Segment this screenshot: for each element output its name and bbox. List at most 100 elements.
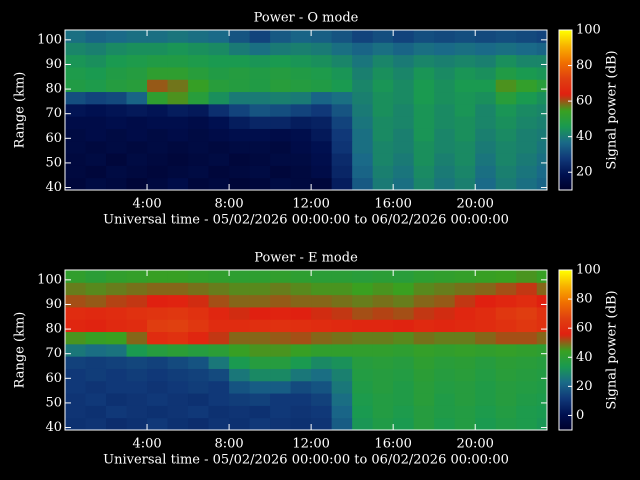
heatmap-cell xyxy=(516,405,538,419)
heatmap-cell xyxy=(208,79,230,93)
heatmap-cell xyxy=(413,165,435,179)
heatmap-cell xyxy=(126,42,148,56)
heatmap-cell xyxy=(167,368,189,382)
heatmap-cell xyxy=(126,66,148,80)
heatmap-cell xyxy=(106,140,128,154)
colorbar-segment xyxy=(559,286,572,289)
colorbar-segment xyxy=(559,122,572,125)
heatmap-cell xyxy=(393,140,415,154)
heatmap-cell xyxy=(147,405,169,419)
heatmap-cell xyxy=(331,331,353,345)
colorbar-segment xyxy=(559,80,572,83)
heatmap-cell xyxy=(516,153,538,166)
colorbar-segment xyxy=(559,388,572,391)
heatmap-cell xyxy=(331,368,353,382)
y-tick-label: 100 xyxy=(37,32,62,47)
heatmap-cell xyxy=(311,294,333,308)
heatmap-cell xyxy=(413,393,435,406)
heatmap-cell xyxy=(85,393,107,406)
colorbar-segment xyxy=(559,62,572,65)
heatmap-cell xyxy=(167,116,189,129)
heatmap-cell xyxy=(147,294,169,308)
colorbar-segment xyxy=(559,172,572,175)
heatmap-cell xyxy=(208,306,230,320)
colorbar-segment xyxy=(559,416,572,419)
heatmap-cell xyxy=(475,417,497,431)
heatmap-cell xyxy=(331,42,353,56)
colorbar-segment xyxy=(559,96,572,99)
colorbar-segment xyxy=(559,110,572,113)
heatmap-cell xyxy=(393,103,415,117)
heatmap-cell xyxy=(167,79,189,93)
heatmap-cell xyxy=(249,54,271,68)
heatmap-cell xyxy=(331,393,353,406)
heatmap-cell xyxy=(85,165,107,179)
heatmap-cell xyxy=(454,294,476,308)
heatmap-cell xyxy=(352,140,374,154)
heatmap-cell xyxy=(106,368,128,382)
heatmap-cell xyxy=(352,417,374,431)
heatmap-cell xyxy=(495,380,517,394)
heatmap-cell xyxy=(434,177,456,191)
colorbar-segment xyxy=(559,56,572,59)
heatmap-cell xyxy=(454,319,476,333)
colorbar-segment xyxy=(559,316,572,319)
heatmap-cell xyxy=(352,356,374,369)
colorbar-segment xyxy=(559,384,572,387)
heatmap-cell xyxy=(536,30,548,43)
heatmap-cell xyxy=(516,177,538,191)
heatmap-cell xyxy=(65,128,87,142)
heatmap-cell xyxy=(208,393,230,406)
colorbar-tick-label: 60 xyxy=(576,94,593,109)
heatmap-cell xyxy=(475,306,497,320)
heatmap-cell xyxy=(454,393,476,406)
heatmap-cell xyxy=(495,153,517,166)
heatmap-cell xyxy=(516,331,538,345)
heatmap-cell xyxy=(413,42,435,56)
heatmap-cell xyxy=(475,282,497,296)
heatmap-cell xyxy=(167,282,189,296)
heatmap-cell xyxy=(454,417,476,431)
heatmap-cell xyxy=(65,331,87,345)
heatmap-cell xyxy=(454,128,476,142)
heatmap-cell xyxy=(413,66,435,80)
heatmap-cell xyxy=(147,54,169,68)
heatmap-cell xyxy=(311,417,333,431)
heatmap-cell xyxy=(126,393,148,406)
heatmap-cell xyxy=(249,331,271,345)
heatmap-cell xyxy=(167,177,189,191)
heatmap-cell xyxy=(270,282,292,296)
colorbar-segment xyxy=(559,142,572,145)
heatmap-cell xyxy=(454,356,476,369)
heatmap-cell xyxy=(475,42,497,56)
heatmap-cell xyxy=(106,42,128,56)
heatmap-cell xyxy=(229,79,251,93)
colorbar-segment xyxy=(559,372,572,375)
colorbar-segment xyxy=(559,394,572,397)
heatmap-cell xyxy=(311,116,333,129)
heatmap-cell xyxy=(249,356,271,369)
heatmap-cell xyxy=(434,294,456,308)
heatmap-cell xyxy=(147,331,169,345)
colorbar-segment xyxy=(559,98,572,101)
heatmap-cell xyxy=(126,405,148,419)
heatmap-cell xyxy=(229,66,251,80)
heatmap-cell xyxy=(475,128,497,142)
heatmap-cell xyxy=(393,270,415,283)
heatmap-cell xyxy=(270,103,292,117)
heatmap-cell xyxy=(188,331,210,345)
heatmap-cell xyxy=(413,380,435,394)
colorbar-segment xyxy=(559,280,572,283)
heatmap-cell xyxy=(147,42,169,56)
heatmap-cell xyxy=(434,42,456,56)
heatmap-cell xyxy=(434,331,456,345)
colorbar-segment xyxy=(559,420,572,423)
heatmap-cell xyxy=(249,116,271,129)
heatmap-cell xyxy=(85,294,107,308)
heatmap-cell xyxy=(229,42,251,56)
heatmap-cell xyxy=(106,417,128,431)
heatmap-cell xyxy=(413,417,435,431)
heatmap-cell xyxy=(126,368,148,382)
heatmap-cell xyxy=(475,319,497,333)
heatmap-cell xyxy=(208,380,230,394)
